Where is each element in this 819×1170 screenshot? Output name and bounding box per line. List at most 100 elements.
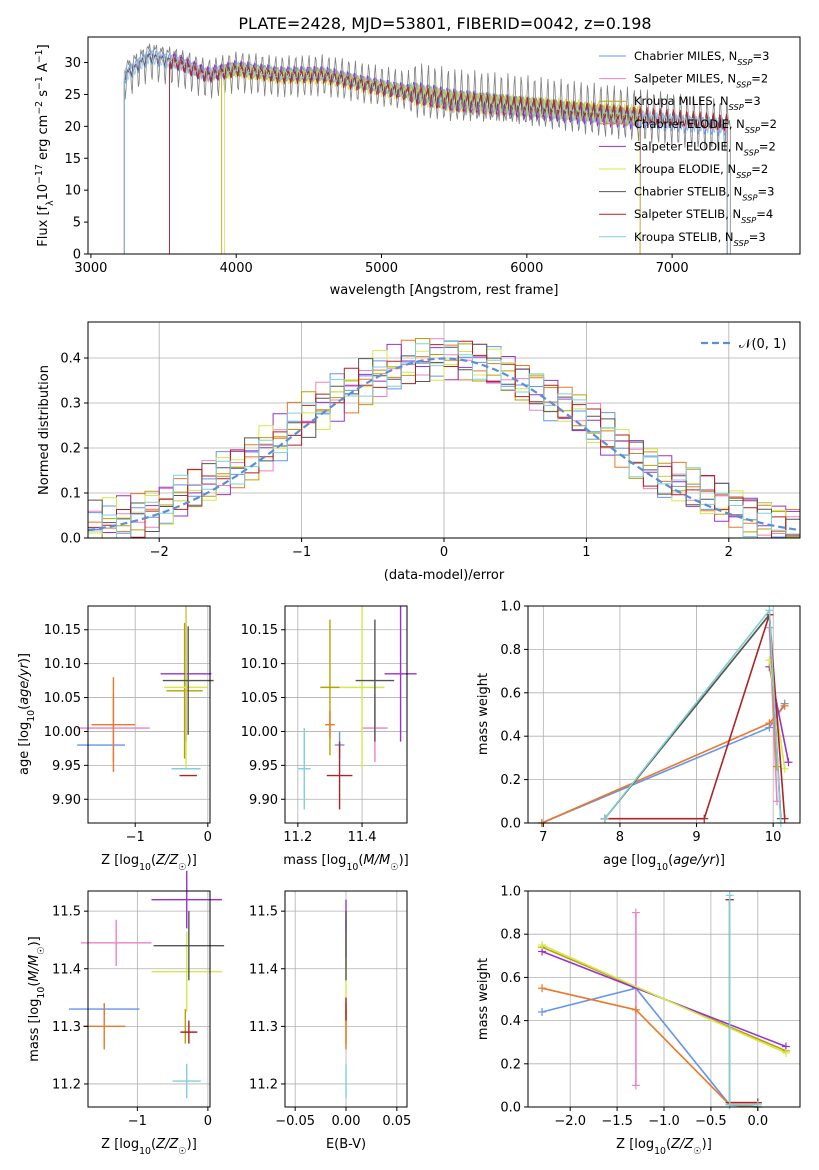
residuals-x-label: (data-model)/error — [384, 568, 505, 583]
label-part: ] — [36, 44, 51, 49]
x-tick-label: 1 — [582, 545, 590, 560]
y-tick-label: 9.90 — [52, 793, 81, 808]
label-part: 10 — [139, 1146, 151, 1157]
x-tick-label: 10 — [765, 830, 782, 845]
y-tick-label: 30 — [64, 56, 81, 71]
label-part: )] — [715, 853, 725, 868]
label-part: SSP — [742, 193, 757, 203]
y-tick-label: 11.5 — [52, 905, 81, 920]
x-tick-label: 0 — [204, 830, 212, 845]
y-tick-label: 0.0 — [60, 532, 81, 547]
axes-frame-age-vs-mass — [284, 605, 408, 824]
y-tick-label: 10.00 — [44, 725, 81, 740]
mass-vs-Z-y-label: mass [log10(M/M☉)] — [27, 936, 47, 1062]
y-tick-label: 0.4 — [60, 352, 81, 367]
axes-frame-age-vs-Z — [87, 605, 211, 824]
label-part: )] — [187, 853, 197, 868]
mass-vs-EBV-x-label: E(B-V) — [326, 1137, 366, 1152]
x-tick-label: 7000 — [656, 261, 689, 276]
label-part: ( — [668, 853, 673, 868]
y-tick-label: 1.0 — [500, 600, 521, 615]
label-part: )] — [187, 1137, 197, 1152]
y-tick-label: 9.95 — [249, 759, 278, 774]
y-tick-label: 0.6 — [500, 971, 521, 986]
label-part: SSP — [737, 57, 752, 67]
mass-vs-Z-x-label: Z [log10(Z/Z☉)] — [101, 1137, 197, 1157]
label-part: Salpeter ELODIE, N — [634, 139, 744, 153]
y-tick-label: 11.4 — [52, 962, 81, 977]
label-part: 10 — [26, 710, 37, 722]
y-tick-label: 10.05 — [241, 691, 278, 706]
y-tick-label: 11.3 — [249, 1020, 278, 1035]
y-tick-label: 0.2 — [60, 442, 81, 457]
y-tick-label: 9.95 — [52, 759, 81, 774]
label-part: Z [log — [101, 853, 139, 868]
y-tick-label: 0.8 — [500, 643, 521, 658]
x-tick-label: 3000 — [74, 261, 107, 276]
x-tick-label: −1.5 — [601, 1114, 633, 1129]
residual-histogram — [88, 348, 800, 539]
label-part: −1 — [34, 76, 45, 90]
mass-weight-vs-Z-x-label: Z [log10(Z/Z☉)] — [616, 1137, 712, 1157]
legend-label: Kroupa STELIB, NSSP=3 — [634, 230, 766, 248]
label-part: =2 — [759, 139, 776, 153]
label-part: SSP — [741, 215, 756, 225]
label-part: Chabrier STELIB, N — [634, 185, 742, 199]
y-tick-label: 11.2 — [249, 1077, 278, 1092]
spectrum-model-line — [123, 49, 728, 255]
label-part: 10 — [346, 862, 358, 873]
label-part: ☉ — [178, 1146, 186, 1157]
label-part: Z/Z — [670, 1137, 694, 1152]
label-part: s — [36, 90, 51, 101]
y-tick-label: 0.0 — [500, 1101, 521, 1116]
label-part: =2 — [751, 72, 768, 86]
weight-series-line — [541, 705, 786, 824]
age-vs-Z-x-label: Z [log10(Z/Z☉)] — [101, 853, 197, 873]
legend-label: Kroupa ELODIE, NSSP=2 — [634, 162, 768, 180]
label-part: Salpeter MILES, N — [634, 72, 736, 86]
weight-series-line — [541, 987, 758, 1108]
normal-reference-curve — [87, 357, 801, 532]
label-part: ( — [151, 1137, 156, 1152]
label-part: Salpeter STELIB, N — [634, 207, 741, 221]
x-tick-label: 0 — [440, 545, 448, 560]
x-tick-label: 5000 — [365, 261, 398, 276]
y-tick-label: 0 — [73, 248, 81, 263]
label-part: SSP — [745, 125, 760, 135]
legend-label: Salpeter ELODIE, NSSP=2 — [634, 139, 776, 157]
y-tick-label: 11.3 — [52, 1020, 81, 1035]
y-tick-label: 1.0 — [500, 885, 521, 900]
legend-label: Salpeter MILES, NSSP=2 — [634, 72, 768, 90]
label-part: −17 — [34, 164, 45, 184]
y-tick-label: 11.2 — [52, 1077, 81, 1092]
label-part: mass [log — [27, 999, 42, 1062]
x-tick-label: 11.4 — [348, 830, 377, 845]
weight-series-line — [541, 987, 758, 1108]
x-tick-label: −1 — [126, 830, 145, 845]
y-tick-label: 11.5 — [249, 905, 278, 920]
label-part: Z/Z — [155, 1137, 179, 1152]
y-tick-label: 25 — [64, 88, 81, 103]
label-part: Kroupa STELIB, N — [634, 230, 734, 244]
y-tick-label: 11.4 — [249, 962, 278, 977]
x-tick-label: 0.0 — [747, 1114, 768, 1129]
x-tick-label: −1.0 — [648, 1114, 680, 1129]
legend-label: Chabrier MILES, NSSP=3 — [634, 49, 769, 67]
figure-title: PLATE=2428, MJD=53801, FIBERID=0042, z=0… — [238, 14, 651, 33]
label-part: Z [log — [101, 1137, 139, 1152]
x-tick-label: 6000 — [510, 261, 543, 276]
spectrum-model-line — [169, 54, 728, 254]
x-tick-label: −1 — [128, 1114, 147, 1129]
legend-label: Kroupa MILES, NSSP=3 — [634, 94, 761, 112]
label-part: ( — [151, 853, 156, 868]
weight-series-line — [541, 944, 787, 1054]
weight-series-line — [541, 703, 786, 824]
label-part: =3 — [752, 49, 769, 63]
y-tick-label: 0.1 — [60, 487, 81, 502]
label-part: ( — [666, 1137, 671, 1152]
x-tick-label: −2.0 — [554, 1114, 586, 1129]
y-tick-label: 0.4 — [500, 1014, 521, 1029]
weight-series-line — [768, 627, 778, 802]
weight-series-line — [603, 612, 782, 820]
x-tick-label: 7 — [539, 830, 547, 845]
